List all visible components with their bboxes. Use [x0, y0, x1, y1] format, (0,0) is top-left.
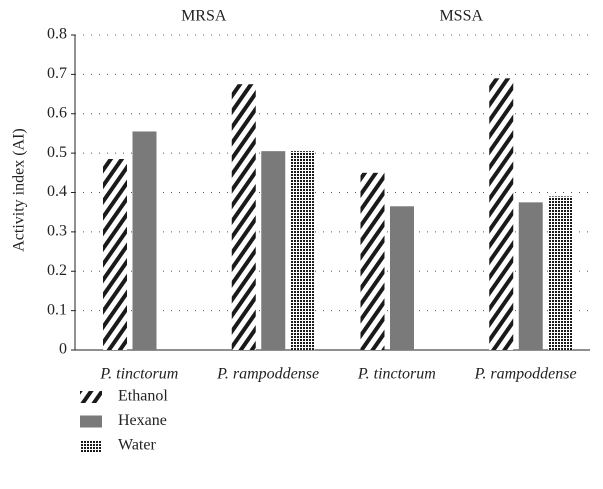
y-tick-label: 0.1: [47, 301, 67, 318]
legend-swatch: [80, 391, 102, 403]
bar: [489, 78, 514, 350]
bar: [103, 159, 127, 350]
y-tick-label: 0.2: [47, 262, 67, 279]
legend-swatch: [80, 440, 102, 452]
x-tick-label: P. tinctorum: [357, 366, 436, 383]
x-tick-label: P. rampoddense: [216, 366, 319, 383]
y-tick-label: 0: [59, 341, 67, 358]
bar: [132, 131, 157, 350]
bar: [261, 151, 286, 350]
group-label: MSSA: [439, 8, 483, 25]
y-tick-label: 0.8: [47, 26, 67, 43]
legend-label: Hexane: [118, 412, 167, 429]
bar: [390, 206, 414, 350]
y-tick-label: 0.3: [47, 223, 67, 240]
bar: [360, 172, 385, 350]
x-tick-label: P. tinctorum: [99, 366, 178, 383]
legend-label: Water: [118, 437, 156, 454]
legend-swatch: [80, 415, 102, 428]
y-tick-label: 0.6: [47, 104, 67, 121]
bar: [518, 202, 543, 350]
x-tick-label: P. rampoddense: [474, 366, 577, 383]
group-label: MRSA: [181, 8, 227, 25]
y-tick-label: 0.7: [47, 65, 67, 82]
y-axis-label: Activity index (AI): [11, 128, 28, 252]
bar: [548, 196, 573, 350]
bar: [231, 84, 256, 350]
legend-label: Ethanol: [118, 388, 168, 405]
bar: [290, 151, 315, 350]
y-tick-label: 0.5: [47, 144, 67, 161]
y-tick-label: 0.4: [47, 183, 67, 200]
